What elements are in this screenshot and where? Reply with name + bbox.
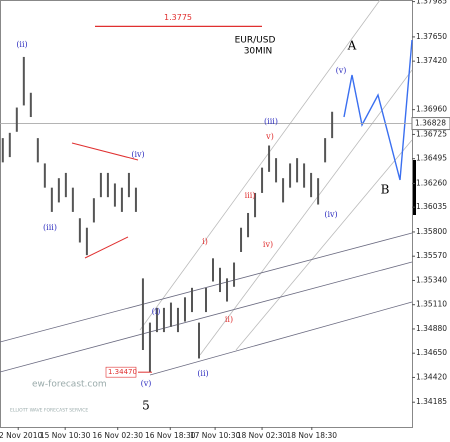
wave-label: (v) (336, 66, 347, 75)
x-tick-label: 16 Nov 18:30 (145, 431, 196, 440)
wave-label: (iv) (131, 150, 144, 159)
y-tick-label: 1.37650 (416, 32, 447, 41)
wave-label: (ii) (197, 369, 208, 378)
wave-label: (v) (141, 379, 152, 388)
y-tick-label: 1.36035 (416, 202, 447, 211)
logo-tagline: ELLIOTT WAVE FORECAST SERVICE (10, 408, 88, 414)
chart-title: EUR/USD (235, 36, 276, 46)
wave-label: iv) (263, 240, 273, 249)
y-tick-label: 1.34420 (416, 372, 447, 381)
x-tick-label: 18 Nov 18:30 (287, 431, 338, 440)
axis-marker (413, 160, 416, 215)
wave-label: (ii) (16, 40, 27, 49)
wave-label: ii) (225, 315, 233, 324)
plot-frame (0, 0, 413, 428)
projection (343, 39, 413, 181)
y-tick-label: 1.36260 (416, 178, 447, 187)
y-tick-label: 1.34650 (416, 348, 447, 357)
low-mark-box (105, 366, 137, 378)
current-price-label: 1.36828 (415, 119, 446, 128)
current-price-box (411, 117, 450, 131)
wave-label: (iii) (43, 223, 57, 232)
level-label: 1.3775 (164, 13, 192, 22)
y-tick-label: 1.35340 (416, 275, 447, 284)
y-tick-label: 1.36495 (416, 154, 447, 163)
y-tick-label: 1.34185 (416, 397, 447, 406)
low-mark-label: 1.34470 (108, 368, 137, 376)
wave-label: (i) (152, 307, 161, 316)
x-tick-label: 15 Nov 10:30 (40, 431, 91, 440)
logo: ew-forecast.com ELLIOTT WAVE FORECAST SE… (10, 380, 107, 414)
y-tick-label: 1.37420 (416, 56, 447, 65)
wave-label: B (381, 183, 390, 197)
x-tick-label: 16 Nov 02:30 (92, 431, 143, 440)
y-tick-label: 1.34880 (416, 324, 447, 333)
x-tick-label: 17 Nov 10:30 (190, 431, 241, 440)
x-tick-label: 18 Nov 02:30 (237, 431, 288, 440)
logo-name: ew-forecast.com (32, 380, 107, 390)
wave-label: (iv) (324, 210, 337, 219)
y-tick-label: 1.35110 (416, 300, 447, 309)
wave-label: v) (265, 132, 274, 141)
wave-label: i) (202, 237, 208, 246)
wave-label: 5 (142, 399, 150, 413)
wave-label: iii) (245, 191, 256, 200)
triangle (71, 142, 139, 259)
chart-subtitle: 30MIN (244, 47, 273, 57)
y-tick-label: 1.36960 (416, 105, 447, 114)
channel-lines (139, 0, 413, 356)
y-tick-label: 1.35570 (416, 251, 447, 260)
y-tick-label: 1.35800 (416, 227, 447, 236)
x-tick-label: 12 Nov 2010 (0, 431, 42, 440)
y-tick-label: 1.37985 (416, 0, 447, 6)
wave-label: A (347, 39, 357, 53)
trend-channel (0, 232, 413, 376)
y-tick-label: 1.36725 (416, 129, 447, 138)
wave-label: (iii) (264, 117, 278, 126)
